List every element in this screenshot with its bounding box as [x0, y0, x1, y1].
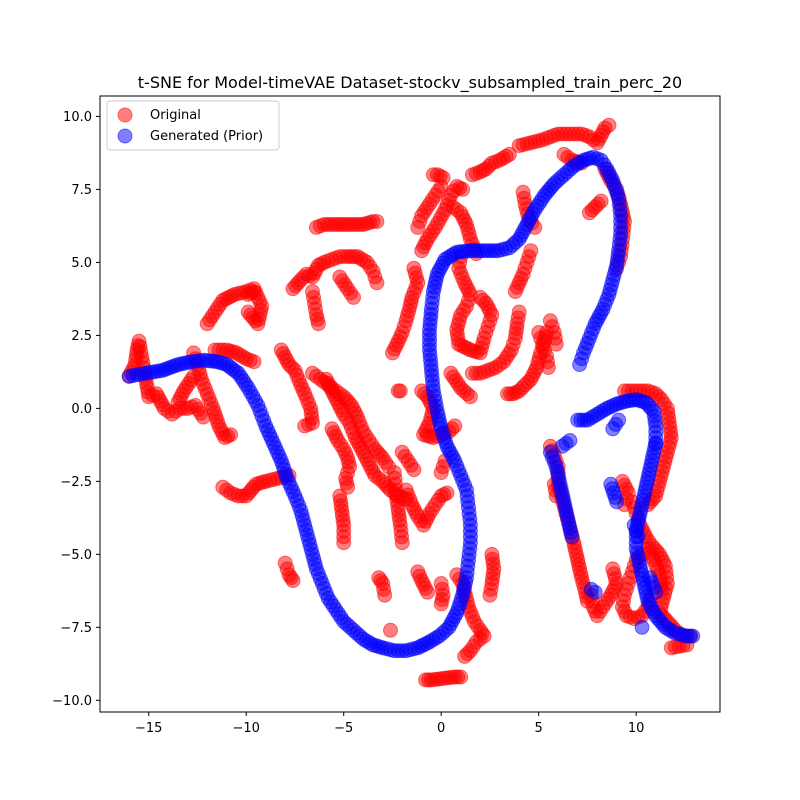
y-tick-label: 0.0	[71, 402, 92, 417]
data-point	[587, 584, 603, 600]
data-point	[240, 304, 256, 320]
y-tick-label: −5.0	[60, 548, 92, 563]
data-point	[472, 289, 488, 305]
data-point	[648, 435, 664, 451]
data-point	[406, 260, 422, 276]
data-point	[572, 357, 588, 373]
data-point	[369, 275, 385, 291]
x-tick-label: −10	[233, 721, 260, 736]
data-point	[392, 383, 408, 399]
data-point	[383, 622, 398, 638]
data-point	[377, 587, 393, 603]
x-tick-label: 5	[535, 721, 543, 736]
x-tick-label: −5	[334, 721, 353, 736]
data-point	[435, 170, 451, 186]
data-point	[223, 427, 239, 443]
x-tick-label: −15	[135, 721, 162, 736]
data-point	[346, 289, 361, 305]
data-point	[685, 628, 701, 644]
data-point	[420, 584, 435, 600]
data-point	[482, 587, 498, 603]
y-tick-label: −2.5	[60, 475, 92, 490]
data-point	[336, 535, 352, 551]
data-point	[601, 117, 617, 133]
data-point	[457, 649, 473, 664]
y-axis: −10.0 −7.5 −5.0 −2.5 0.0 2.5 5.0 7.5 10.0	[52, 110, 100, 709]
data-point	[297, 418, 313, 434]
axes-frame	[99, 95, 721, 713]
data-point	[453, 669, 469, 685]
data-point	[630, 529, 646, 545]
chart-title: t-SNE for Model-timeVAE Dataset-stockv_s…	[138, 73, 682, 93]
data-point	[609, 494, 625, 510]
data-point	[433, 596, 449, 612]
data-point	[462, 389, 478, 405]
data-point	[170, 395, 186, 410]
data-point	[564, 529, 580, 545]
y-tick-label: 2.5	[71, 329, 92, 344]
x-tick-label: 10	[628, 721, 645, 736]
y-tick-label: −10.0	[52, 694, 92, 709]
y-tick-label: −7.5	[60, 621, 92, 636]
data-point	[648, 584, 664, 600]
data-point	[593, 193, 609, 209]
plot-area	[121, 117, 701, 688]
legend-box	[106, 100, 280, 151]
data-point	[523, 243, 539, 259]
data-point	[285, 573, 301, 589]
data-point	[439, 485, 455, 501]
data-point	[240, 287, 256, 302]
legend-marker-original	[117, 107, 133, 123]
data-point	[447, 418, 463, 434]
series-generated	[121, 149, 701, 659]
data-point	[246, 354, 262, 370]
data-point	[611, 412, 627, 428]
data-point	[548, 336, 564, 352]
data-point	[501, 146, 517, 162]
y-tick-label: 10.0	[63, 110, 92, 125]
data-point	[369, 214, 385, 229]
legend-label-original: Original	[150, 108, 201, 123]
y-tick-label: 5.0	[71, 256, 92, 271]
data-point	[455, 181, 471, 197]
legend-label-generated: Generated (Prior)	[150, 129, 263, 144]
data-point	[511, 304, 527, 320]
legend-marker-generated	[117, 128, 133, 144]
data-point	[310, 316, 326, 332]
y-tick-label: 7.5	[71, 183, 92, 198]
data-point	[394, 535, 410, 551]
x-axis: −15 −10 −5 0 5 10	[135, 712, 644, 736]
data-point	[406, 462, 422, 478]
data-point	[540, 360, 556, 375]
data-point	[562, 433, 578, 448]
series-original	[121, 117, 699, 688]
legend: Original Generated (Prior)	[106, 100, 280, 151]
data-point	[634, 619, 650, 635]
x-tick-label: 0	[437, 721, 445, 736]
